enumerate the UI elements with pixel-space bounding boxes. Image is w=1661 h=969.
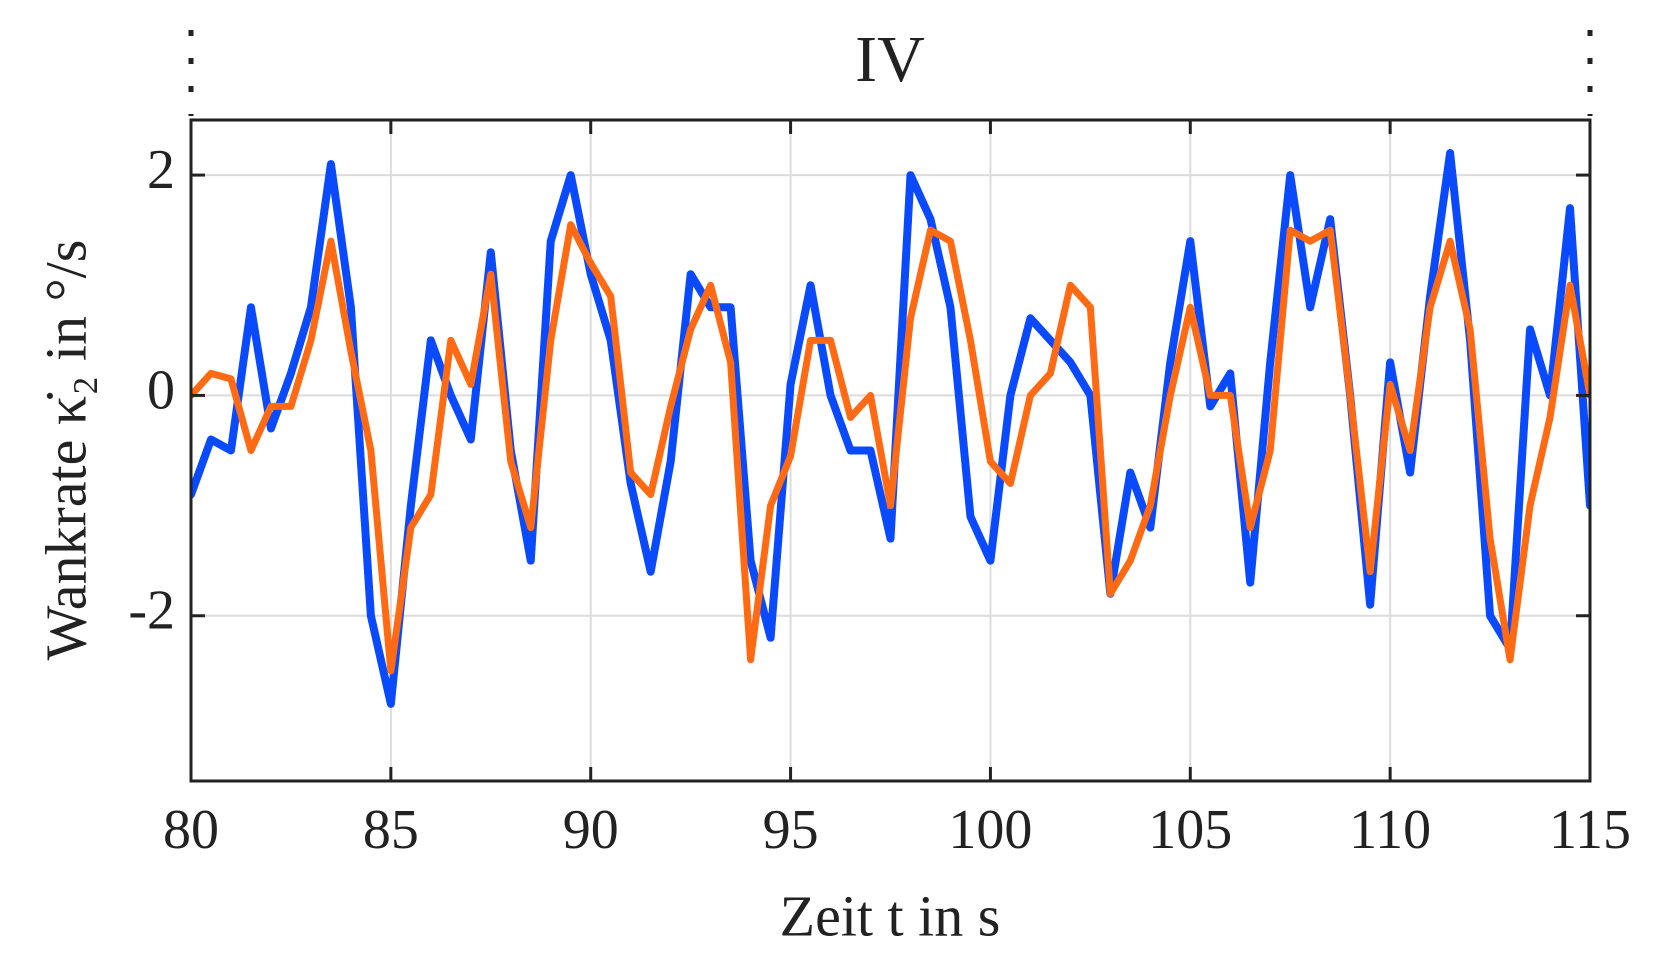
x-tick-label: 95 xyxy=(763,799,819,861)
y-axis-label: Wankrate κ̇₂ in °/s xyxy=(33,240,98,661)
x-tick-label: 90 xyxy=(563,799,619,861)
x-axis-label: Zeit t in s xyxy=(780,883,1001,948)
x-tick-label: 110 xyxy=(1349,799,1431,861)
lines xyxy=(191,149,1590,708)
y-tick-label: 0 xyxy=(147,359,175,421)
y-tick-label: -2 xyxy=(128,580,175,642)
x-tick-label: 115 xyxy=(1549,799,1631,861)
plot-frame xyxy=(189,118,1592,783)
x-tick-label: 105 xyxy=(1148,799,1232,861)
series-line xyxy=(191,221,1590,675)
x-tick-label: 85 xyxy=(363,799,419,861)
x-tick-label: 80 xyxy=(163,799,219,861)
x-tick-label: 100 xyxy=(948,799,1032,861)
chart-title: IV xyxy=(855,23,925,96)
y-tick-label: 2 xyxy=(147,139,175,201)
